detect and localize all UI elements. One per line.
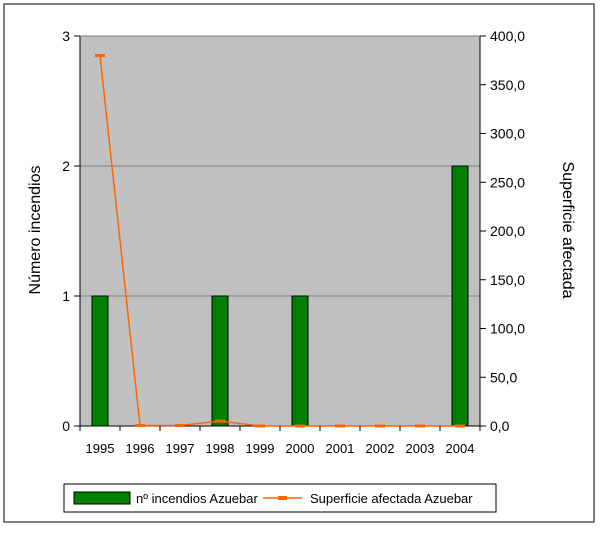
right-tick-label: 400,0 (490, 28, 525, 44)
plot-area (80, 36, 480, 426)
x-axis-ticks: 1995 1996 1997 1998 1999 2000 2001 2002 2003 2004 (79, 426, 481, 456)
legend-label-line: Superficie afectada Azuebar (310, 491, 473, 506)
right-tick-label: 350,0 (490, 77, 525, 93)
x-tick-label: 1998 (206, 441, 235, 456)
right-tick-label: 300,0 (490, 126, 525, 142)
legend: nº incendios Azuebar Superficie afectada… (63, 483, 497, 513)
x-tick-label: 2000 (286, 441, 315, 456)
x-tick-label: 1997 (166, 441, 195, 456)
bar-series (91, 165, 469, 427)
legend-swatch-bars (73, 491, 131, 505)
right-tick-label: 200,0 (490, 223, 525, 239)
y-axis-label: Número incendios (27, 166, 44, 295)
right-tick-label: 100,0 (490, 321, 525, 337)
left-tick-label: 1 (62, 288, 70, 304)
left-tick-label: 3 (62, 28, 70, 44)
legend-label-bars: nº incendios Azuebar (136, 491, 259, 506)
bar (451, 165, 469, 427)
right-tick-label: 0,0 (490, 418, 510, 434)
right-tick-label: 150,0 (490, 272, 525, 288)
x-tick-label: 2001 (326, 441, 355, 456)
x-tick-label: 2002 (366, 441, 395, 456)
bar (211, 295, 229, 427)
bar (91, 295, 109, 427)
right-tick-label: 50,0 (490, 369, 517, 385)
y2-axis-label: Superficie afectada (559, 162, 576, 299)
left-tick-label: 0 (62, 418, 70, 434)
right-tick-label: 250,0 (490, 174, 525, 190)
x-tick-label: 1999 (246, 441, 275, 456)
bar (291, 295, 309, 427)
left-tick-label: 2 (62, 158, 70, 174)
x-tick-label: 2003 (406, 441, 435, 456)
x-tick-label: 1995 (86, 441, 115, 456)
x-tick-label: 1996 (126, 441, 155, 456)
right-axis-ticks: 0,0 50,0 100,0 150,0 200,0 250,0 300,0 350,0 400… (480, 28, 525, 434)
x-tick-label: 2004 (446, 441, 475, 456)
left-axis-ticks: 0 1 2 3 (62, 28, 80, 434)
